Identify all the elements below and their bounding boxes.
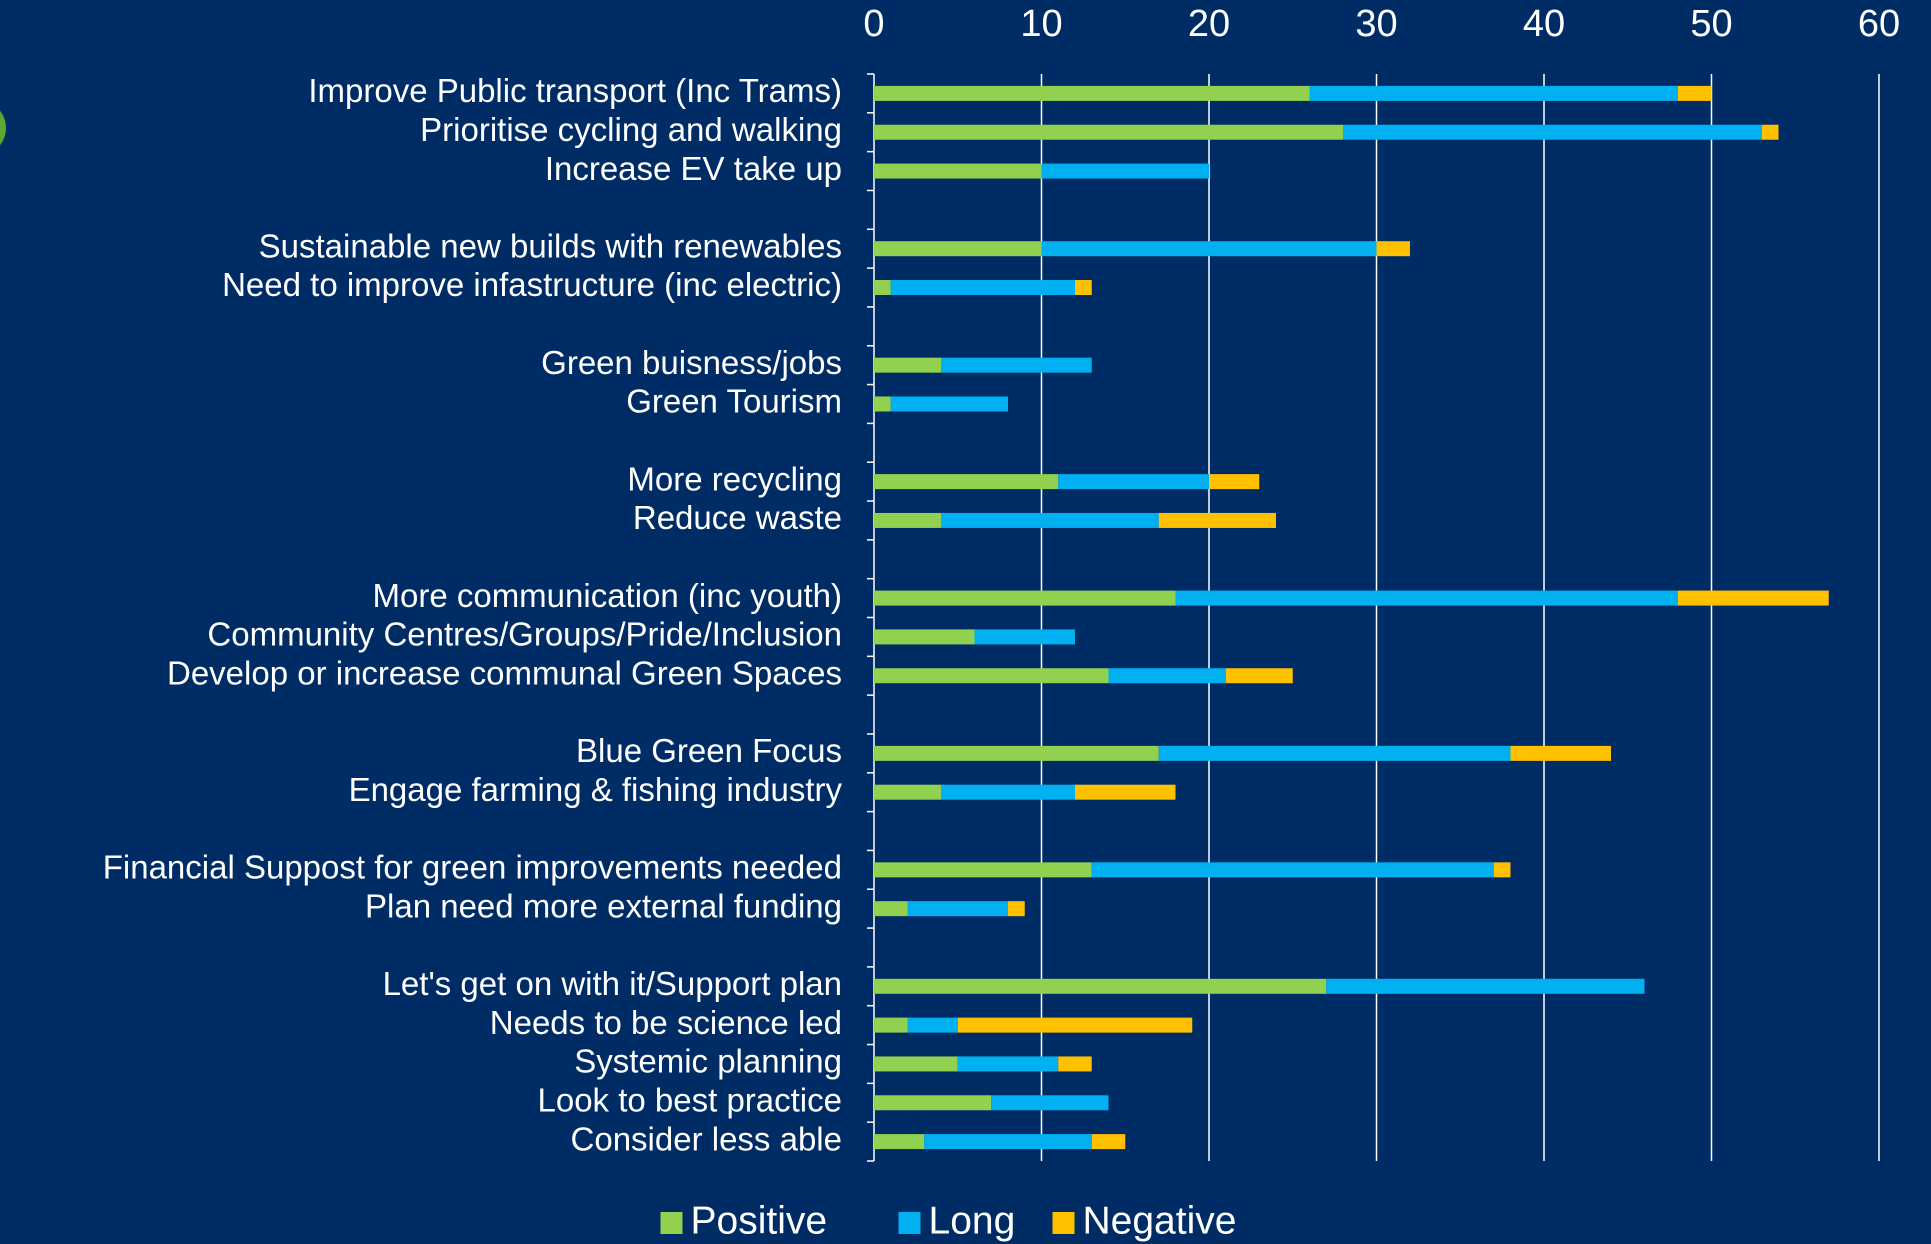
y-tick-label: Sustainable new builds with renewables — [259, 227, 842, 264]
x-tick-label: 30 — [1355, 3, 1397, 45]
bar — [1376, 241, 1410, 257]
bar — [957, 1017, 1193, 1033]
x-tick-label: 10 — [1020, 3, 1062, 45]
bar — [1075, 784, 1176, 800]
bar — [874, 280, 891, 296]
y-tick-label: Needs to be science led — [490, 1004, 842, 1041]
y-tick-label: Plan need more external funding — [365, 887, 842, 924]
legend-swatch — [660, 1212, 683, 1234]
y-tick-label: Blue Green Focus — [576, 732, 842, 769]
x-tick-label: 50 — [1690, 3, 1732, 45]
bar — [1075, 280, 1092, 296]
bar — [1058, 474, 1209, 490]
bar — [907, 1017, 958, 1033]
bar — [874, 396, 891, 412]
legend-label: Long — [929, 1199, 1016, 1242]
decoration — [0, 110, 6, 146]
bar — [1091, 1134, 1126, 1150]
legend-swatch — [898, 1212, 921, 1234]
bar — [874, 474, 1059, 490]
bar — [1493, 862, 1511, 878]
y-tick-label: More recycling — [627, 460, 842, 497]
x-tick-label: 40 — [1523, 3, 1565, 45]
bar — [957, 1056, 1059, 1072]
y-tick-label: Engage farming & fishing industry — [349, 771, 843, 808]
legend-swatch — [1052, 1212, 1075, 1234]
bar — [874, 512, 941, 528]
bar — [1091, 862, 1494, 878]
y-tick-label: Green buisness/jobs — [541, 344, 842, 381]
bar — [1225, 668, 1293, 684]
legend-label: Negative — [1083, 1199, 1237, 1242]
bar — [1158, 745, 1511, 761]
y-tick-label: Let's get on with it/Support plan — [383, 965, 842, 1002]
bar — [1510, 745, 1611, 761]
bar — [1209, 474, 1260, 490]
bar — [874, 1017, 908, 1033]
y-tick-label: Prioritise cycling and walking — [420, 111, 842, 148]
bar — [1058, 1056, 1092, 1072]
y-tick-label: Increase EV take up — [545, 150, 842, 187]
bar — [1309, 85, 1678, 101]
x-tick-label: 20 — [1188, 3, 1230, 45]
bar — [1041, 241, 1377, 257]
y-tick-label: Consider less able — [571, 1120, 842, 1157]
bar — [1041, 163, 1209, 179]
y-tick-label: Green Tourism — [626, 383, 842, 420]
bar — [907, 901, 1008, 917]
x-tick-label: 0 — [863, 3, 884, 45]
bar — [1678, 590, 1829, 606]
bar — [890, 280, 1075, 296]
bar — [874, 1095, 992, 1111]
bar — [874, 745, 1159, 761]
bar — [874, 85, 1310, 101]
bar — [1158, 512, 1276, 528]
bar — [1761, 124, 1779, 140]
bar — [874, 901, 908, 917]
bar — [1008, 901, 1025, 917]
bar — [1175, 590, 1678, 606]
bar — [874, 784, 941, 800]
bar — [991, 1095, 1109, 1111]
bar — [874, 357, 941, 373]
bar — [1108, 668, 1226, 684]
bar — [941, 512, 1159, 528]
bar — [974, 629, 1075, 645]
bar — [874, 241, 1042, 257]
legend-label: Positive — [691, 1199, 828, 1242]
bar — [1678, 85, 1712, 101]
bar — [874, 978, 1327, 994]
y-tick-label: More communication (inc youth) — [372, 577, 842, 614]
bar — [941, 784, 1075, 800]
bar — [1326, 978, 1645, 994]
y-tick-label: Improve Public transport (Inc Trams) — [308, 72, 842, 109]
bar — [924, 1134, 1092, 1150]
y-tick-label: Develop or increase communal Green Space… — [167, 654, 842, 691]
bar — [874, 1056, 958, 1072]
bar — [1343, 124, 1762, 140]
bar — [874, 668, 1109, 684]
y-tick-label: Need to improve infastructure (inc elect… — [222, 266, 842, 303]
bar — [874, 862, 1092, 878]
bar — [874, 163, 1042, 179]
y-tick-label: Systemic planning — [574, 1043, 842, 1080]
x-tick-label: 60 — [1858, 3, 1900, 45]
y-tick-label: Community Centres/Groups/Pride/Inclusion — [207, 616, 842, 653]
y-tick-label: Look to best practice — [537, 1081, 842, 1118]
bar — [874, 629, 975, 645]
y-tick-label: Financial Suppost for green improvements… — [103, 849, 842, 886]
bar — [941, 357, 1092, 373]
bar — [890, 396, 1008, 412]
bar — [874, 590, 1176, 606]
bar — [874, 124, 1343, 140]
y-tick-label: Reduce waste — [633, 499, 842, 536]
bar — [874, 1134, 925, 1150]
